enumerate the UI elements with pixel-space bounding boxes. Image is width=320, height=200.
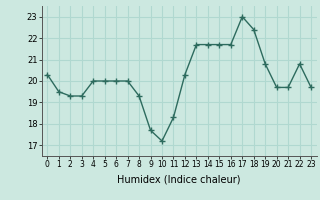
X-axis label: Humidex (Indice chaleur): Humidex (Indice chaleur) xyxy=(117,175,241,185)
